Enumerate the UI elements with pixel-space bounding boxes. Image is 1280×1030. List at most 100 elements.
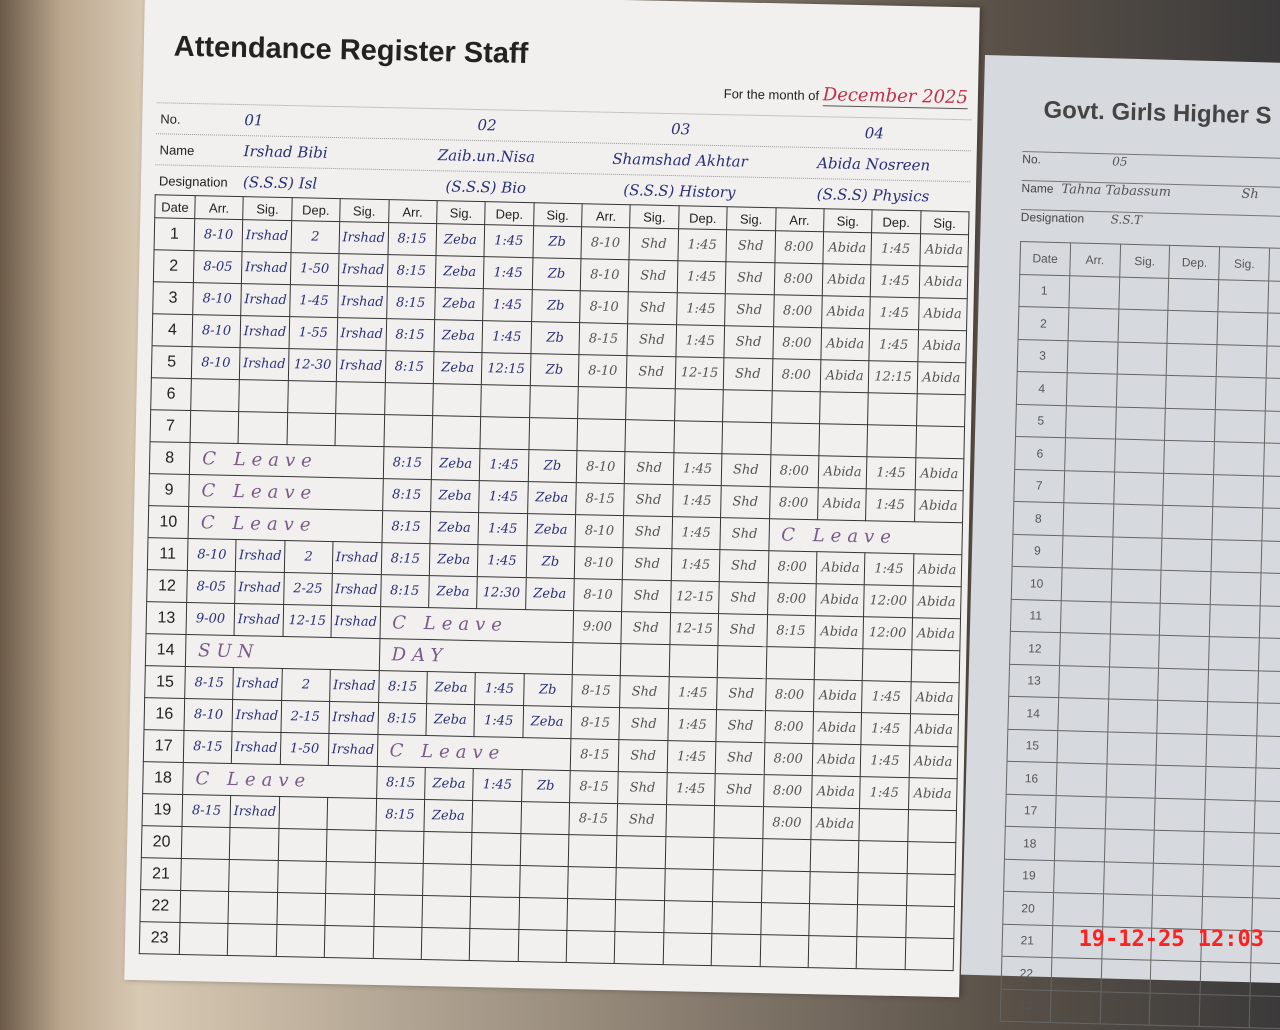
signature-cell: Irshad <box>230 795 280 829</box>
time-cell <box>572 642 622 676</box>
time-cell: 1:45 <box>478 480 528 514</box>
column-header: Dep. <box>291 197 341 222</box>
time-cell: 1:45 <box>859 776 909 810</box>
time-cell: 1-50 <box>280 732 330 766</box>
signature-cell <box>814 647 864 681</box>
signature-cell: Zeba <box>433 351 483 385</box>
time-cell: 8:00 <box>763 742 813 776</box>
time-cell: 12:30 <box>476 576 526 610</box>
time-cell: 1:45 <box>482 320 532 354</box>
staff-designation: (S.S.S) Isl <box>242 173 318 193</box>
signature-cell: Abida <box>919 233 969 267</box>
date-cell: 7 <box>1013 468 1065 503</box>
time-cell <box>857 872 907 906</box>
time-cell: 1-55 <box>288 316 338 350</box>
column-header: Sig. <box>243 196 292 221</box>
signature-cell: Abida <box>912 553 962 587</box>
signature-cell: Shd <box>719 549 769 583</box>
signature-cell: Irshad <box>337 317 387 351</box>
signature-cell: Zeba <box>527 481 577 515</box>
time-cell: 1:45 <box>672 484 722 518</box>
signature-cell: Zb <box>521 769 571 803</box>
time-cell: 8-10 <box>184 698 234 732</box>
time-cell: 2-25 <box>283 572 333 606</box>
signature-cell <box>421 895 471 929</box>
time-cell: 1:45 <box>676 292 726 326</box>
name-label: Name <box>1021 181 1054 196</box>
date-cell: 3 <box>152 281 194 315</box>
signature-cell <box>519 865 569 899</box>
signature-cell: Irshad <box>231 731 281 765</box>
signature-cell: Abida <box>815 583 865 617</box>
signature-cell <box>904 937 954 971</box>
time-cell: 8:00 <box>763 774 813 808</box>
time-cell <box>567 866 617 900</box>
signature-cell: Shd <box>627 291 678 325</box>
signature-cell: Irshad <box>233 667 283 701</box>
time-cell: 1:45 <box>482 288 532 322</box>
designation-label: Designation <box>1020 209 1085 226</box>
date-cell: 9 <box>148 473 190 507</box>
signature-cell: Abida <box>821 295 871 329</box>
signature-cell: Zeba <box>435 223 485 257</box>
column-header: Sig. <box>436 200 486 225</box>
signature-cell: Shd <box>716 709 766 743</box>
signature-cell: Shd <box>619 675 669 709</box>
signature-cell: Irshad <box>329 701 379 735</box>
leave-note: C Leave <box>768 518 963 555</box>
time-cell <box>663 900 713 934</box>
signature-cell: Abida <box>810 807 860 841</box>
date-cell: 13 <box>146 601 187 635</box>
signature-cell <box>519 833 569 867</box>
signature-cell: Abida <box>909 713 959 747</box>
time-cell <box>577 386 627 420</box>
signature-cell <box>818 423 868 457</box>
time-cell: 8:00 <box>767 550 817 584</box>
date-cell: 5 <box>1015 403 1067 438</box>
time-cell <box>770 422 820 456</box>
signature-cell <box>431 415 481 449</box>
signature-cell <box>819 391 869 425</box>
time-cell <box>287 380 337 414</box>
signature-cell: Abida <box>822 231 872 265</box>
time-cell <box>179 922 229 956</box>
signature-cell <box>722 421 772 455</box>
time-cell: 8-10 <box>579 290 629 324</box>
signature-cell <box>916 393 966 427</box>
time-cell <box>180 858 230 892</box>
staff-name: Zaib.un.Nisa <box>437 146 536 167</box>
time-cell: 12-15 <box>675 356 725 390</box>
leave-note: SUN <box>185 634 380 671</box>
time-cell: 1:45 <box>869 328 919 362</box>
signature-cell <box>326 829 376 863</box>
signature-cell: Zeba <box>424 767 474 801</box>
signature-cell: Zeba <box>434 287 484 321</box>
time-cell: 8-15 <box>184 666 234 700</box>
signature-cell <box>423 831 473 865</box>
signature-cell: Zb <box>531 289 581 323</box>
time-cell: 8:15 <box>387 222 437 256</box>
time-cell: 8-10 <box>580 258 630 292</box>
time-cell <box>470 896 520 930</box>
time-cell <box>566 930 616 964</box>
date-cell: 8 <box>1012 501 1064 536</box>
time-cell: 8:00 <box>769 454 819 488</box>
signature-cell: Irshad <box>232 699 282 733</box>
signature-cell <box>335 381 385 415</box>
signature-cell <box>620 643 670 677</box>
signature-cell <box>324 925 374 959</box>
signature-cell: Zeba <box>430 479 480 513</box>
column-header: Sig. <box>630 204 679 229</box>
time-cell <box>859 808 909 842</box>
signature-cell <box>517 929 567 963</box>
date-cell: 21 <box>140 857 182 891</box>
time-cell <box>372 926 422 960</box>
signature-cell <box>907 809 957 843</box>
time-cell <box>179 890 230 924</box>
date-cell: 18 <box>1004 826 1056 861</box>
time-cell: 1:45 <box>479 448 529 482</box>
date-cell: 23 <box>1000 988 1051 1023</box>
date-cell: 1 <box>154 217 195 251</box>
time-cell: 8-10 <box>187 538 237 572</box>
signature-cell <box>518 897 568 931</box>
